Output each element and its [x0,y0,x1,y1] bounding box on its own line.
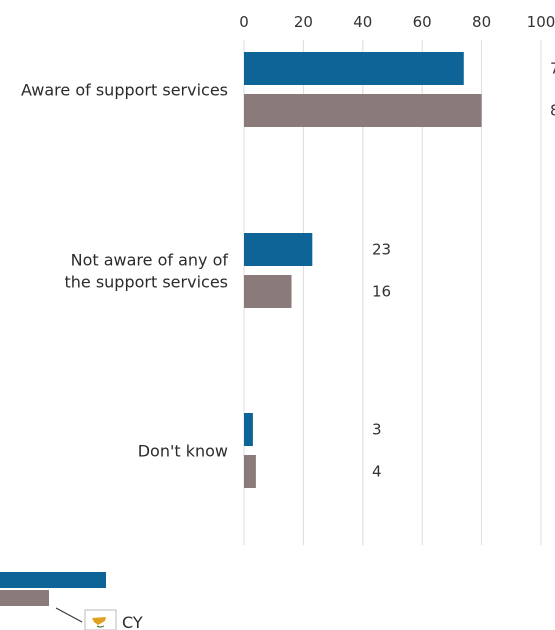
value-label-cat2-series2: 16 [372,283,391,301]
x-tick-label-60: 60 [413,13,432,31]
value-label-cat1-series2: 8 [550,102,555,120]
x-axis-ticks: 0 20 40 60 80 100 [239,13,555,31]
x-tick-label-20: 20 [294,13,313,31]
value-label-cat1-series1: 7 [550,60,555,78]
category-labels: Aware of support services Not aware of an… [21,81,228,461]
bar-cat1-series2 [244,94,482,127]
legend: CY [0,572,143,630]
bars [244,52,482,488]
value-label-cat3-series1: 3 [372,421,382,439]
x-tick-label-0: 0 [239,13,249,31]
value-label-cat2-series1: 23 [372,241,391,259]
x-tick-label-40: 40 [353,13,372,31]
legend-swatch-series-2 [0,590,49,606]
category-label-2-line1: Not aware of any of [71,251,229,270]
bar-cat1-series1 [244,52,464,85]
bar-cat2-series2 [244,275,292,308]
category-label-1: Aware of support services [21,81,228,100]
legend-swatch-series-1 [0,572,106,588]
x-tick-label-100: 100 [527,13,555,31]
bar-cat3-series2 [244,455,256,488]
value-label-cat3-series2: 4 [372,463,382,481]
category-label-3: Don't know [138,442,228,461]
bar-cat3-series1 [244,413,253,446]
cyprus-flag-icon [84,609,117,630]
legend-leader-line [55,607,83,623]
x-tick-label-80: 80 [472,13,491,31]
bar-cat2-series1 [244,233,313,266]
value-labels: 7 8 23 16 3 4 [372,60,555,481]
legend-label-cy: CY [122,613,143,630]
category-label-2-line2: the support services [64,273,228,292]
